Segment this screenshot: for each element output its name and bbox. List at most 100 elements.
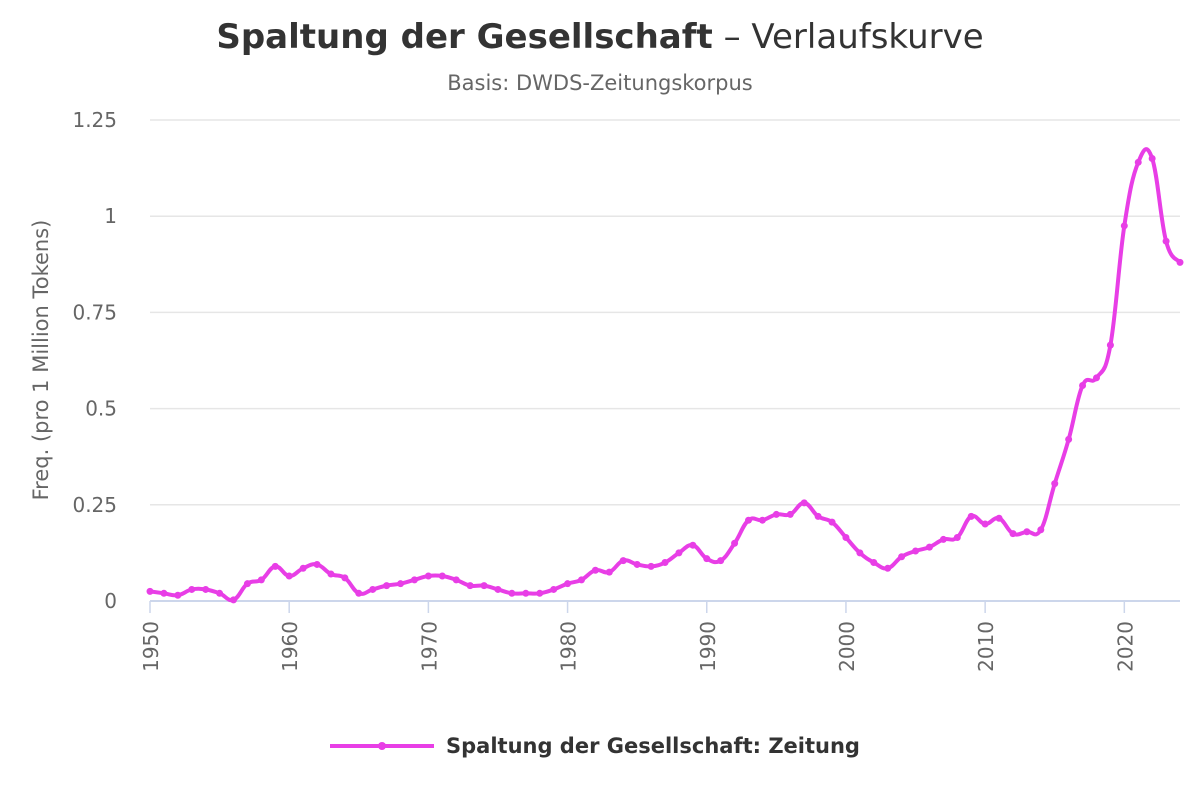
data-point (731, 539, 739, 547)
data-point (438, 572, 446, 580)
data-point (856, 549, 864, 557)
data-point (842, 534, 850, 542)
data-point (912, 547, 920, 555)
data-point (494, 585, 502, 593)
data-point (508, 589, 516, 597)
y-tick-label: 0 (104, 589, 117, 613)
data-point (466, 582, 474, 590)
data-point (536, 589, 544, 597)
data-point (1079, 382, 1087, 390)
data-point (564, 580, 572, 588)
data-point (1148, 154, 1156, 162)
x-tick-label: 1950 (139, 621, 163, 672)
y-axis-ticks: 0 0.25 0.5 0.75 1 1.25 (72, 108, 117, 613)
data-point (424, 572, 432, 580)
y-axis-label: Freq. (pro 1 Million Tokens) (29, 220, 53, 501)
data-point (146, 587, 154, 595)
data-point (814, 512, 822, 520)
y-tick-label: 0.25 (72, 493, 117, 517)
chart-title-main: Spaltung der Gesellschaft (216, 17, 712, 57)
x-tick-label: 2010 (974, 621, 998, 672)
data-point (1120, 222, 1128, 230)
data-point (1176, 258, 1184, 266)
data-point (898, 553, 906, 561)
data-point (285, 572, 293, 580)
data-point (1037, 526, 1045, 534)
data-point (327, 570, 335, 578)
data-point (174, 591, 182, 599)
data-point (800, 499, 808, 507)
data-point (1162, 237, 1170, 245)
y-tick-label: 0.75 (72, 300, 117, 324)
data-point (925, 543, 933, 551)
data-point (452, 576, 460, 584)
data-point (717, 557, 725, 565)
legend-marker (378, 742, 386, 750)
data-point (1092, 374, 1100, 382)
data-point (383, 582, 391, 590)
data-point (870, 559, 878, 567)
data-point (633, 560, 641, 568)
y-tick-label: 0.5 (85, 397, 117, 421)
x-tick-label: 1960 (278, 621, 302, 672)
data-point (341, 574, 349, 582)
legend[interactable]: Spaltung der Gesellschaft: Zeitung (330, 734, 860, 758)
x-axis-ticks: 1950 1960 1970 1980 1990 2000 2010 2020 (139, 601, 1137, 672)
x-tick-label: 1990 (696, 621, 720, 672)
data-point (689, 541, 697, 549)
data-point (397, 580, 405, 588)
data-point (1009, 530, 1017, 538)
data-point (953, 534, 961, 542)
data-point (243, 580, 251, 588)
data-point (758, 516, 766, 524)
chart-title-suffix: – Verlaufskurve (713, 17, 984, 57)
series-layer (146, 147, 1184, 604)
data-point (745, 516, 753, 524)
data-point (410, 576, 418, 584)
data-point (939, 535, 947, 543)
data-point (480, 582, 488, 590)
y-tick-label: 1.25 (72, 108, 117, 132)
grid-lines (150, 119, 1180, 602)
data-point (1134, 158, 1142, 166)
data-point (619, 557, 627, 565)
data-point (1106, 341, 1114, 349)
data-point (703, 555, 711, 563)
data-point (591, 566, 599, 574)
data-point (202, 585, 210, 593)
data-point (550, 585, 558, 593)
x-tick-label: 2000 (835, 621, 859, 672)
data-point (995, 514, 1003, 522)
data-point (355, 589, 363, 597)
chart-title: Spaltung der Gesellschaft – Verlaufskurv… (216, 17, 983, 57)
data-point (299, 564, 307, 572)
data-point (160, 589, 168, 597)
data-point (577, 576, 585, 584)
x-tick-label: 2020 (1113, 621, 1137, 672)
data-point (522, 589, 530, 597)
x-tick-label: 1980 (557, 621, 581, 672)
data-point (230, 596, 238, 604)
chart-subtitle: Basis: DWDS-Zeitungskorpus (447, 71, 753, 95)
data-point (661, 559, 669, 567)
data-point (605, 568, 613, 576)
legend-item-label[interactable]: Spaltung der Gesellschaft: Zeitung (446, 734, 860, 758)
data-point (786, 510, 794, 518)
x-tick-label: 1970 (417, 621, 441, 672)
data-point (188, 585, 196, 593)
data-point (257, 576, 265, 584)
data-point (772, 510, 780, 518)
data-point (216, 589, 224, 597)
data-point (313, 560, 321, 568)
data-point (1051, 480, 1059, 488)
data-point (369, 585, 377, 593)
data-point (884, 564, 892, 572)
y-tick-label: 1 (104, 204, 117, 228)
data-point (675, 549, 683, 557)
data-point (271, 562, 279, 570)
data-point (967, 512, 975, 520)
data-point (647, 562, 655, 570)
data-point (1023, 528, 1031, 536)
